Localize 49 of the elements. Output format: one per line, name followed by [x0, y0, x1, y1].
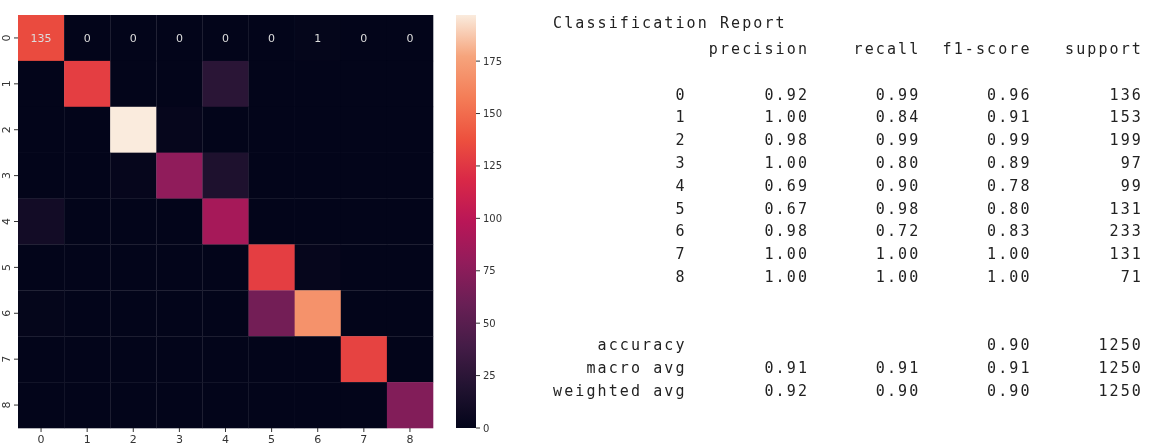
text: accuracy 0.90 1250 [553, 336, 1143, 355]
x-tick-label: 4 [222, 433, 229, 446]
y-tick-label: 4 [0, 218, 13, 225]
data-label: 0 [268, 31, 276, 45]
text: 6 0.98 0.72 0.83 233 [553, 222, 1143, 241]
y-tick-label: 5 [0, 263, 13, 271]
color-bar-label: 75 [483, 265, 496, 277]
color-bar-label: 0 [483, 422, 490, 434]
text: 3 1.00 0.80 0.89 97 [553, 154, 1143, 172]
data-label: 0 [406, 31, 414, 45]
x-tick-label: 7 [360, 433, 368, 446]
y-tick-label: 1 [0, 80, 13, 88]
x-tick-label: 3 [175, 433, 183, 446]
text: 4 0.69 0.90 0.78 99 [553, 176, 1143, 195]
x-tick-label: 0 [37, 433, 45, 446]
y-tick-label: 3 [0, 172, 13, 180]
text: precision recall f1-score support [553, 40, 1143, 58]
color-bar-label: 125 [483, 160, 503, 172]
x-tick-label: 5 [268, 433, 276, 446]
text: macro avg 0.91 0.91 0.91 1250 [553, 359, 1143, 378]
color-bar-label: 100 [483, 212, 503, 224]
color-bar-label: 175 [483, 55, 503, 67]
y-tick-label: 2 [0, 126, 13, 134]
data-label: 135 [30, 31, 52, 45]
x-tick-label: 2 [129, 433, 137, 446]
text: 2 0.98 0.99 0.99 199 [553, 131, 1143, 150]
x-tick-label: 1 [83, 433, 91, 446]
data-label: 0 [222, 31, 229, 45]
y-tick-label: 0 [0, 34, 13, 42]
text: Classification Report [553, 14, 787, 32]
x-tick-label: 6 [314, 433, 322, 446]
text: 0 0.92 0.99 0.96 136 [553, 85, 1143, 104]
x-tick-label: 8 [406, 433, 414, 446]
y-tick-label: 8 [0, 401, 13, 409]
text: 8 1.00 1.00 1.00 71 [553, 268, 1143, 286]
color-bar-label: 150 [483, 108, 503, 120]
data-label: 0 [83, 31, 91, 45]
color-bar-label: 25 [483, 370, 496, 382]
text: 7 1.00 1.00 1.00 131 [553, 245, 1143, 264]
data-label: 0 [129, 31, 137, 45]
y-tick-label: 7 [0, 355, 13, 363]
text: 1 1.00 0.84 0.91 153 [553, 108, 1143, 127]
text: 5 0.67 0.98 0.80 131 [553, 199, 1143, 218]
data-label: 0 [175, 31, 183, 45]
text: weighted avg 0.92 0.90 0.90 1250 [553, 382, 1143, 400]
y-tick-label: 6 [0, 309, 13, 317]
color-bar-label: 50 [483, 317, 496, 329]
data-label: 0 [360, 31, 368, 45]
data-label: 1 [314, 31, 322, 45]
